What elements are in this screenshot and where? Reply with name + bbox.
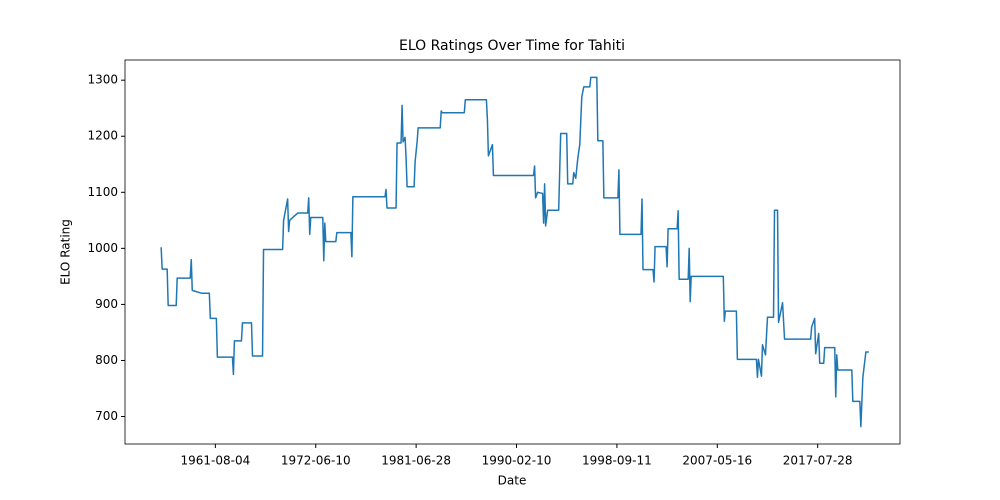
x-tick-label: 1990-02-10 <box>482 454 552 468</box>
x-tick-label: 2017-07-28 <box>783 454 853 468</box>
y-tick-label: 700 <box>95 409 118 423</box>
y-tick-label: 1100 <box>87 185 118 199</box>
y-tick-label: 1300 <box>87 73 118 87</box>
plot-frame <box>124 59 901 445</box>
x-tick-label: 1972-06-10 <box>281 454 351 468</box>
y-tick-label: 800 <box>95 353 118 367</box>
y-tick-label: 900 <box>95 297 118 311</box>
x-axis-label: Date <box>498 474 527 488</box>
y-axis-label: ELO Rating <box>59 219 73 285</box>
x-tick-label: 1998-09-11 <box>582 454 652 468</box>
y-tick-label: 1200 <box>87 129 118 143</box>
y-tick-label: 1000 <box>87 241 118 255</box>
x-tick-label: 2007-05-16 <box>682 454 752 468</box>
x-tick-label: 1981-06-28 <box>381 454 451 468</box>
x-tick-label: 1961-08-04 <box>180 454 250 468</box>
data-line <box>160 76 869 428</box>
chart-title: ELO Ratings Over Time for Tahiti <box>399 38 625 54</box>
